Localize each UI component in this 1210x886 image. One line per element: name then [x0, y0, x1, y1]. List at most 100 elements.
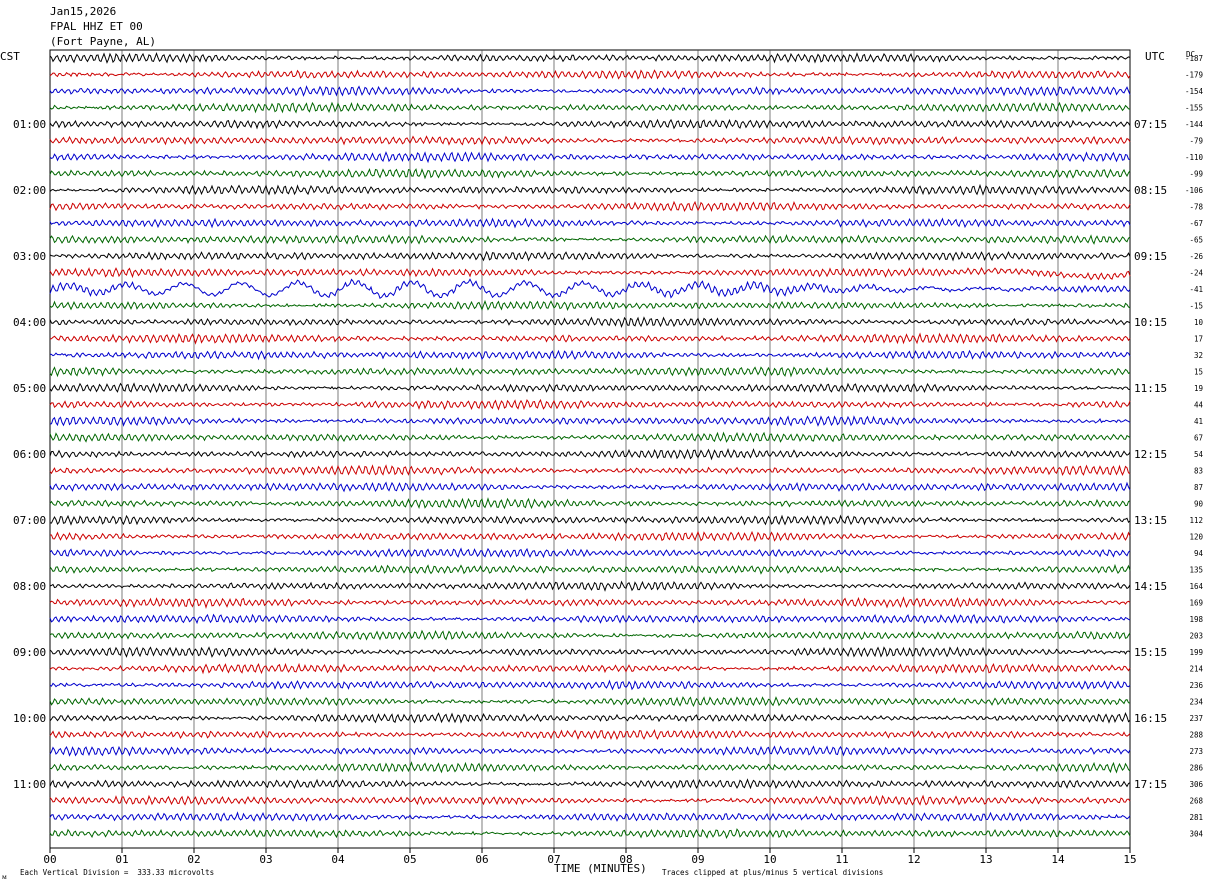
- dc-offset-label: 112: [1189, 516, 1203, 525]
- trace-line: [49, 349, 1131, 361]
- plot-frame: [49, 49, 1131, 849]
- dc-offset-label: 87: [1194, 483, 1203, 492]
- dc-offset-label: -26: [1189, 252, 1203, 261]
- x-tick-label: 09: [691, 853, 704, 866]
- x-tick-label: 04: [331, 853, 345, 866]
- trace-line: [49, 200, 1131, 213]
- dc-offset-label: 198: [1189, 615, 1203, 624]
- x-tick-label: 14: [1051, 853, 1065, 866]
- x-tick-label: 05: [403, 853, 416, 866]
- dc-offset-label: 273: [1189, 747, 1203, 756]
- dc-offset-label: 237: [1189, 714, 1203, 723]
- hour-label-left: 10:00: [13, 712, 46, 725]
- dc-offset-label: 236: [1189, 681, 1203, 690]
- trace-line: [49, 85, 1131, 97]
- dc-offset-label: -110: [1185, 153, 1204, 162]
- trace-line: [49, 448, 1131, 461]
- hour-label-right: 12:15: [1134, 448, 1167, 461]
- dc-offset-label: 281: [1189, 813, 1203, 822]
- trace-line: [49, 217, 1131, 229]
- trace-line: [49, 811, 1131, 823]
- dc-offset-label: 41: [1194, 417, 1203, 426]
- trace-line: [49, 646, 1131, 658]
- trace-line: [49, 563, 1131, 575]
- dc-offset-label: 17: [1194, 335, 1203, 344]
- hour-label-right: 17:15: [1134, 778, 1167, 791]
- hour-label-left: 07:00: [13, 514, 46, 527]
- hour-label-left: 09:00: [13, 646, 46, 659]
- trace-line: [49, 366, 1131, 378]
- x-tick-label: 11: [835, 853, 848, 866]
- dc-offset-label: -79: [1189, 137, 1203, 146]
- x-tick-label: 01: [115, 853, 128, 866]
- trace-line: [49, 629, 1131, 641]
- dc-offset-label: 164: [1189, 582, 1203, 591]
- x-tick-label: 10: [763, 853, 776, 866]
- dc-offset-label: -15: [1189, 302, 1203, 311]
- hour-label-right: 13:15: [1134, 514, 1167, 527]
- trace-line: [49, 712, 1131, 724]
- dc-offset-label: 19: [1194, 384, 1203, 393]
- hour-label-left: 11:00: [13, 778, 46, 791]
- trace-line: [49, 299, 1131, 311]
- hour-label-right: 07:15: [1134, 118, 1167, 131]
- trace-line: [49, 151, 1131, 164]
- dc-offset-label: 44: [1194, 401, 1204, 410]
- trace-line: [49, 398, 1131, 411]
- dc-offset-label: 203: [1189, 632, 1203, 641]
- dc-offset-label: -78: [1189, 203, 1203, 212]
- hour-label-left: 01:00: [13, 118, 46, 131]
- dc-offset-label: 286: [1189, 764, 1203, 773]
- trace-line: [49, 431, 1131, 443]
- dc-offset-label: -24: [1189, 269, 1203, 278]
- dc-offset-label: 10: [1194, 318, 1204, 327]
- trace-line: [49, 118, 1131, 130]
- trace-line: [49, 135, 1131, 146]
- x-tick-label: 02: [187, 853, 200, 866]
- dc-offset-label: -99: [1189, 170, 1203, 179]
- dc-offset-label: 135: [1189, 566, 1203, 575]
- footer-mark: ᴍ: [2, 872, 7, 881]
- station-id: FPAL HHZ ET 00: [50, 20, 143, 33]
- trace-line: [50, 530, 1131, 542]
- trace-line: [49, 696, 1131, 707]
- x-tick-label: 03: [259, 853, 272, 866]
- dc-offset-label: -41: [1189, 285, 1203, 294]
- clip-note: Traces clipped at plus/minus 5 vertical …: [662, 868, 884, 877]
- hour-label-right: 14:15: [1134, 580, 1167, 593]
- dc-offset-label: 83: [1194, 467, 1203, 476]
- dc-offset-label: -67: [1189, 219, 1203, 228]
- x-tick-label: 15: [1123, 853, 1136, 866]
- hour-label-right: 08:15: [1134, 184, 1167, 197]
- x-tick-label: 12: [907, 853, 920, 866]
- hour-label-right: 09:15: [1134, 250, 1167, 263]
- trace-line: [49, 101, 1131, 114]
- dc-offset-label: 54: [1194, 450, 1204, 459]
- trace-line: [49, 183, 1131, 196]
- x-tick-label: 13: [979, 853, 992, 866]
- trace-line: [49, 580, 1131, 592]
- trace-line: [49, 464, 1131, 476]
- trace-line: [49, 514, 1131, 526]
- hour-label-left: 06:00: [13, 448, 46, 461]
- trace-line: [49, 168, 1131, 180]
- trace-line: [49, 828, 1131, 839]
- x-tick-label: 00: [43, 853, 56, 866]
- trace-line: [49, 596, 1131, 609]
- dc-offset-label: 234: [1189, 698, 1203, 707]
- trace-line: [49, 497, 1131, 510]
- hour-label-right: 11:15: [1134, 382, 1167, 395]
- hour-label-right: 10:15: [1134, 316, 1167, 329]
- dc-offset-label: -187: [1185, 54, 1203, 63]
- trace-line: [49, 415, 1131, 427]
- trace-line: [49, 794, 1131, 806]
- trace-line: [49, 761, 1131, 774]
- scale-note: Each Vertical Division = 333.33 microvol…: [20, 868, 215, 877]
- dc-offset-label: 32: [1194, 351, 1203, 360]
- left-timezone-label: CST: [0, 50, 20, 63]
- dc-offset-label: 304: [1189, 830, 1203, 839]
- dc-offset-label: -155: [1185, 104, 1203, 113]
- hour-label-left: 08:00: [13, 580, 46, 593]
- dc-offset-label: 306: [1189, 780, 1203, 789]
